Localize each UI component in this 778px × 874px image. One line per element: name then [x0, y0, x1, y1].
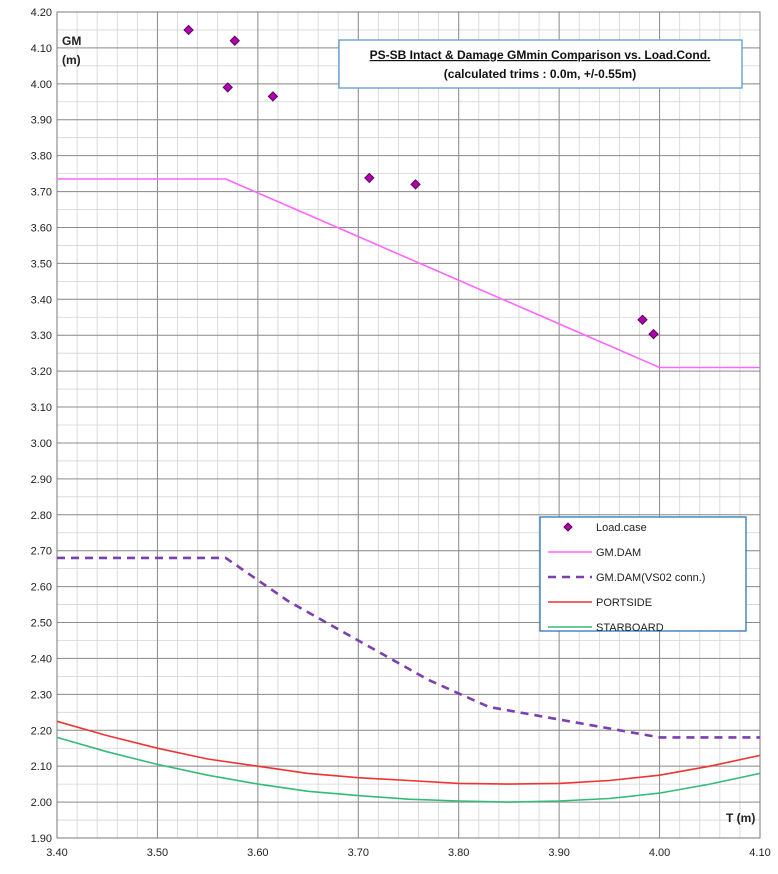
- y-tick-label: 3.60: [31, 222, 52, 234]
- y-tick-label: 2.90: [31, 474, 52, 486]
- legend-marker-load-case: [563, 522, 573, 532]
- y-tick-label: 2.30: [31, 689, 52, 701]
- y-tick-label: 3.80: [31, 151, 52, 163]
- title-box-border: [338, 39, 743, 89]
- data-point-load-case: [637, 314, 648, 325]
- legend-item-portside: PORTSIDE: [548, 597, 652, 609]
- data-point-load-case: [222, 82, 233, 93]
- y-tick-label: 2.10: [31, 761, 52, 773]
- y-tick-label: 2.80: [31, 510, 52, 522]
- y-tick-label: 4.10: [31, 43, 52, 55]
- y-tick-label: 2.70: [31, 546, 52, 558]
- x-tick-label: 3.70: [348, 847, 369, 859]
- y-tick-label: 2.60: [31, 582, 52, 594]
- legend-items: Load.case GM.DAM GM.DAM(VS02 conn.) PORTSID…: [548, 522, 705, 634]
- y-tick-label: 3.00: [31, 438, 52, 450]
- legend-label-portside: PORTSIDE: [596, 597, 652, 609]
- series-layer: [56, 24, 761, 803]
- y-tick-label: 1.90: [31, 833, 52, 845]
- x-tick-label: 3.40: [46, 847, 67, 859]
- tick-labels: 1.90 2.00 2.10 2.20 2.30 2.40 2.50 2.60 2.70 2.80…: [31, 7, 771, 859]
- series-line-gm-dam: [57, 178, 760, 369]
- x-axis-label: T (m): [726, 811, 755, 825]
- y-tick-label: 3.10: [31, 402, 52, 414]
- legend-label-load-case: Load.case: [596, 522, 647, 534]
- y-axis-label: GM: [62, 34, 81, 48]
- chart-title-box: PS-SB Intact & Damage GMmin Comparison v…: [338, 39, 743, 89]
- data-point-load-case: [364, 172, 375, 184]
- y-tick-label: 2.20: [31, 725, 52, 737]
- x-tick-label: 3.50: [147, 847, 168, 859]
- y-axis-unit-label: (m): [62, 53, 81, 67]
- chart-subtitle: (calculated trims : 0.0m, +/-0.55m): [444, 67, 636, 81]
- x-tick-label: 4.10: [749, 847, 770, 859]
- y-tick-label: 2.40: [31, 653, 52, 665]
- legend-item-load-case: Load.case: [563, 522, 647, 534]
- legend-item-gm-dam: GM.DAM: [548, 547, 641, 559]
- data-point-load-case: [267, 91, 279, 102]
- y-tick-label: 3.30: [31, 330, 52, 342]
- x-tick-label: 3.90: [548, 847, 569, 859]
- x-tick-label: 3.60: [247, 847, 268, 859]
- series-line-starboard: [56, 736, 761, 803]
- y-tick-label: 4.20: [31, 7, 52, 19]
- plot-area-border: [56, 11, 761, 839]
- chart-title: PS-SB Intact & Damage GMmin Comparison v…: [370, 48, 711, 62]
- y-tick-label: 3.90: [31, 115, 52, 127]
- x-tick-label: 4.00: [649, 847, 670, 859]
- y-tick-label: 3.40: [31, 294, 52, 306]
- legend-border: [539, 516, 747, 632]
- y-tick-label: 3.20: [31, 366, 52, 378]
- legend-item-gm-dam-vs02-conn: GM.DAM(VS02 conn.): [548, 572, 705, 584]
- grid-layer: [56, 11, 761, 839]
- legend: Load.case GM.DAM GM.DAM(VS02 conn.) PORTSID…: [539, 516, 747, 634]
- data-point-load-case: [229, 35, 240, 46]
- x-tick-label: 3.80: [448, 847, 469, 859]
- data-point-load-case: [183, 24, 194, 36]
- y-tick-label: 2.00: [31, 797, 52, 809]
- data-point-load-case: [410, 179, 421, 190]
- legend-label-gm-dam: GM.DAM: [596, 547, 641, 559]
- legend-item-starboard: STARBOARD: [548, 622, 664, 634]
- series-line-portside: [56, 720, 761, 785]
- legend-label-starboard: STARBOARD: [596, 622, 664, 634]
- legend-label-gm-dam-vs02-conn: GM.DAM(VS02 conn.): [596, 572, 705, 584]
- y-tick-label: 4.00: [31, 79, 52, 91]
- y-tick-label: 3.70: [31, 187, 52, 199]
- data-point-load-case: [648, 328, 659, 340]
- y-tick-label: 3.50: [31, 258, 52, 270]
- y-tick-label: 2.50: [31, 618, 52, 630]
